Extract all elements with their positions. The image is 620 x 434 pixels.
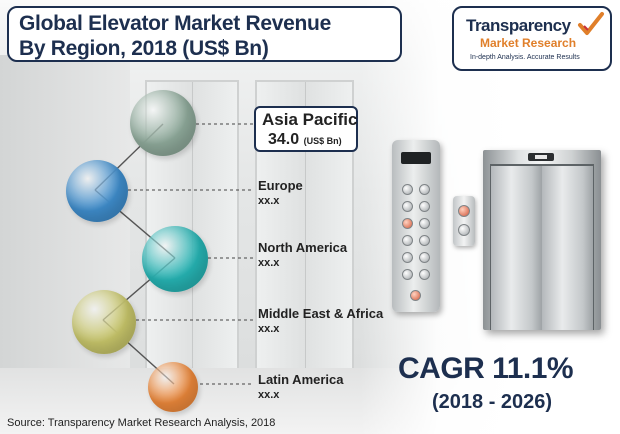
elevator-door-left (491, 166, 542, 330)
panel-button (402, 235, 413, 246)
panel-button (419, 252, 430, 263)
alarm-button (410, 290, 421, 301)
panel-button (402, 269, 413, 280)
chart-subtitle: By Region, 2018 (US$ Bn) (19, 37, 269, 60)
panel-button (419, 201, 430, 212)
panel-button (402, 201, 413, 212)
region-label-north-america: North America (258, 240, 348, 255)
region-label-middle-east-africa: Middle East & Africa (258, 306, 384, 321)
logo-tagline: In-depth Analysis. Accurate Results (470, 54, 580, 61)
region-value-latin-america: xx.x (258, 389, 280, 401)
cagr-period: (2018 - 2026) (432, 391, 553, 413)
panel-button (419, 218, 430, 229)
region-label-europe: Europe (258, 178, 303, 193)
floor-display (401, 152, 431, 164)
call-down-button (458, 224, 470, 236)
title-box: Global Elevator Market Revenue By Region… (7, 6, 402, 62)
chart-title: Global Elevator Market Revenue (19, 12, 331, 35)
panel-button (419, 184, 430, 195)
region-bubble-asia-pacific (130, 90, 196, 156)
highlight-region-name: Asia Pacific (262, 110, 358, 129)
region-bubble-latin-america (148, 362, 198, 412)
region-value-north-america: xx.x (258, 257, 280, 269)
elevator-door-right (542, 166, 593, 330)
highlight-unit: (US$ Bn) (303, 136, 342, 146)
highlight-region-value: 34.0 (US$ Bn) (268, 131, 342, 149)
logo-name: Transparency (466, 16, 571, 35)
highlight-box-asia-pacific: Asia Pacific 34.0 (US$ Bn) (254, 106, 358, 152)
elevator-indicator (528, 153, 554, 161)
call-up-button (458, 205, 470, 217)
cagr-value: CAGR 11.1% (398, 352, 574, 385)
region-bubble-north-america (142, 226, 208, 292)
company-logo: Transparency Market Research In-depth An… (452, 6, 612, 71)
highlight-value: 34.0 (268, 131, 300, 148)
region-value-middle-east-africa: xx.x (258, 323, 280, 335)
panel-button (419, 269, 430, 280)
region-bubble-europe (66, 160, 128, 222)
panel-button (402, 218, 413, 229)
panel-button (402, 184, 413, 195)
region-value-europe: xx.x (258, 195, 280, 207)
region-label-latin-america: Latin America (258, 372, 344, 387)
panel-button (419, 235, 430, 246)
call-button-panel (453, 196, 475, 246)
region-bubble-middle-east-africa (72, 290, 136, 354)
logo-sub: Market Research (480, 36, 577, 50)
checkmark-logo-icon (578, 12, 604, 35)
button-panel-illustration (392, 140, 440, 312)
source-note: Source: Transparency Market Research Ana… (7, 417, 276, 429)
panel-button (402, 252, 413, 263)
elevator-illustration (483, 150, 601, 330)
